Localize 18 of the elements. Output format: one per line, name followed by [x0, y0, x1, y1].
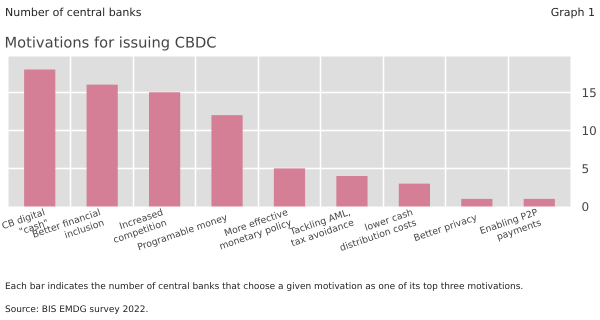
y-axis-title: Number of central banks [5, 5, 142, 21]
bar [149, 92, 180, 206]
bar [86, 84, 118, 206]
source-note: Source: BIS EMDG survey 2022. [5, 304, 148, 316]
bar [336, 176, 368, 206]
bar [398, 183, 430, 206]
caption: Graph 1 [550, 5, 595, 21]
y-tick-label: 0 [582, 200, 590, 214]
y-tick-label: 15 [582, 85, 597, 100]
bar [211, 114, 243, 206]
bar [274, 168, 306, 206]
text: Each bar indicates the number of central banks that choose a given motivation as one of its top three motivations. [5, 280, 524, 294]
bar [461, 198, 492, 206]
y-tick-label: 5 [582, 162, 590, 176]
y-tick-label: 10 [582, 124, 597, 138]
bar [524, 198, 555, 206]
chart-title: Motivations for issuing CBDC [4, 34, 217, 52]
bar [24, 69, 56, 206]
